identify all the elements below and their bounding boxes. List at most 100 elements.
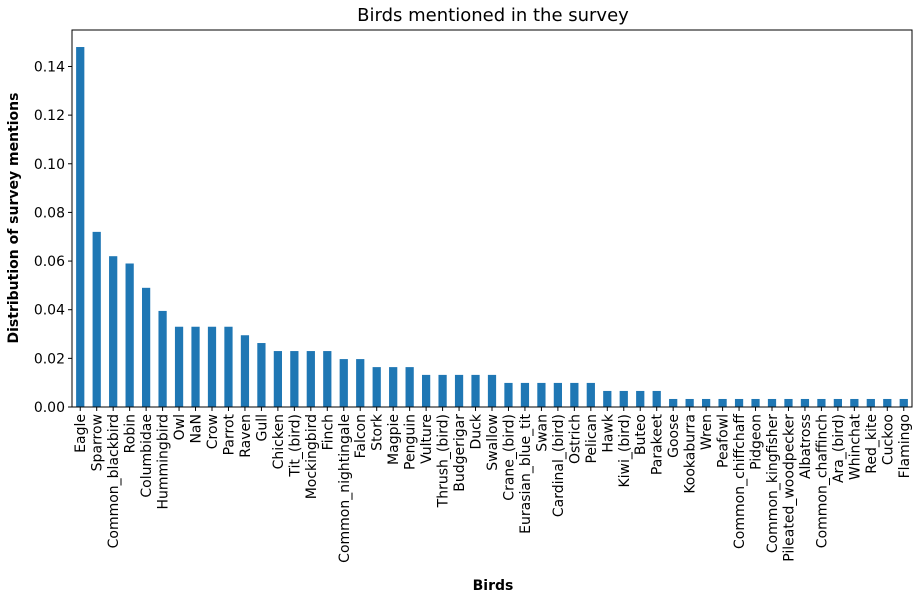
x-tick-label: Gull bbox=[254, 414, 270, 442]
x-tick-label: Ostrich bbox=[567, 414, 583, 464]
bar-Finch bbox=[323, 351, 332, 407]
x-tick-label: Whinchat bbox=[847, 413, 863, 480]
bar-Wren bbox=[702, 398, 711, 407]
bar-Pidgeon bbox=[751, 398, 760, 407]
bar-Swan bbox=[537, 382, 546, 407]
bar-Parakeet bbox=[652, 390, 661, 407]
bar-Eurasian_blue_tit bbox=[520, 382, 530, 407]
y-tick-label: 0.04 bbox=[34, 303, 65, 319]
x-tick-label: Robin bbox=[123, 414, 139, 453]
bar-Common_chaffinch bbox=[817, 398, 826, 407]
x-tick-label: Buteo bbox=[633, 414, 649, 455]
bar-Ostrich bbox=[570, 382, 579, 407]
bar-Hummingbird bbox=[158, 310, 167, 407]
bar-Whinchat bbox=[850, 398, 859, 407]
chart-title: Birds mentioned in the survey bbox=[357, 5, 629, 26]
x-tick-label: Pelican bbox=[584, 414, 600, 464]
bar-Gull bbox=[257, 343, 266, 407]
bar-Peafowl bbox=[718, 398, 727, 407]
bars-group bbox=[76, 47, 908, 407]
x-tick-label: Common_chaffinch bbox=[814, 414, 830, 548]
x-axis-ticks: Eagle Sparrow Common_blackbird Robin Columbi… bbox=[73, 407, 913, 563]
bar-Tit_(bird) bbox=[290, 351, 299, 407]
bar-Swallow bbox=[487, 374, 497, 407]
x-tick-label: Eagle bbox=[73, 414, 89, 453]
x-tick-label: Peafowl bbox=[716, 414, 732, 468]
x-tick-label: Parakeet bbox=[650, 414, 666, 476]
x-tick-label: Red_kite bbox=[864, 414, 880, 474]
x-tick-label: Common_blackbird bbox=[106, 414, 122, 548]
bar-Buteo bbox=[636, 390, 645, 407]
x-tick-label: Hummingbird bbox=[156, 414, 172, 510]
bar-Sparrow bbox=[92, 231, 101, 407]
x-tick-label: Ara_(bird) bbox=[831, 414, 847, 483]
bar-Falcon bbox=[356, 359, 365, 407]
bar-NaN bbox=[191, 326, 200, 407]
bar-Ara_(bird) bbox=[833, 398, 842, 407]
bar-Magpie bbox=[389, 367, 398, 407]
y-tick-label: 0.12 bbox=[34, 108, 65, 124]
y-tick-label: 0.02 bbox=[34, 351, 65, 367]
x-tick-label: Tit_(bird) bbox=[287, 414, 303, 478]
x-tick-label: Finch bbox=[320, 414, 336, 450]
bar-Pileated_woodpecker bbox=[784, 398, 793, 407]
bar-Common_blackbird bbox=[109, 256, 118, 407]
x-tick-label: Albatross bbox=[798, 414, 814, 479]
x-tick-label: Magpie bbox=[386, 414, 402, 465]
bar-Penguin bbox=[405, 367, 414, 407]
x-tick-label: Hawk bbox=[600, 413, 616, 453]
x-tick-label: Sparrow bbox=[90, 414, 106, 471]
y-tick-label: 0.08 bbox=[34, 205, 65, 221]
x-tick-label: Parrot bbox=[221, 413, 237, 455]
x-tick-label: Vulture bbox=[419, 414, 435, 464]
bar-Thrush_(bird) bbox=[438, 374, 447, 407]
bar-Kiwi_(bird) bbox=[619, 390, 628, 407]
bar-Raven bbox=[240, 335, 250, 407]
x-tick-label: Goose bbox=[666, 414, 682, 458]
y-tick-label: 0.06 bbox=[34, 254, 65, 270]
x-tick-label: Kookaburra bbox=[683, 414, 699, 494]
bar-Crane_(bird) bbox=[504, 382, 513, 407]
bar-Hawk bbox=[603, 390, 612, 407]
bar-Flamingo bbox=[899, 398, 908, 407]
x-tick-label: Stork bbox=[370, 413, 386, 451]
x-tick-label: Flamingo bbox=[897, 414, 913, 478]
x-tick-label: Cuckoo bbox=[880, 414, 896, 465]
bar-Common_nightingale bbox=[339, 359, 348, 407]
x-tick-label: Swallow bbox=[485, 414, 501, 471]
bar-Budgerigar bbox=[454, 374, 464, 407]
x-tick-label: Wren bbox=[699, 414, 715, 450]
bar-Red_kite bbox=[866, 398, 875, 407]
x-tick-label: Duck bbox=[469, 413, 485, 449]
y-tick-label: 0.14 bbox=[34, 59, 65, 75]
bar-Common_kingfisher bbox=[767, 398, 777, 407]
x-tick-label: Cardinal_(bird) bbox=[551, 414, 567, 517]
x-tick-label: Pileated_woodpecker bbox=[781, 414, 797, 562]
bar-Mockingbird bbox=[306, 351, 315, 407]
y-axis-label: Distribution of survey mentions bbox=[6, 93, 22, 344]
x-tick-label: Owl bbox=[172, 414, 188, 440]
bar-Cardinal_(bird) bbox=[553, 382, 562, 407]
x-tick-label: Pidgeon bbox=[749, 414, 765, 470]
x-tick-label: Thrush_(bird) bbox=[436, 414, 452, 508]
bar-Crow bbox=[207, 326, 217, 407]
x-tick-label: Common_chiffchaff bbox=[732, 414, 748, 549]
x-tick-label: Budgerigar bbox=[452, 414, 468, 492]
x-tick-label: Chicken bbox=[271, 414, 287, 469]
bar-Duck bbox=[471, 374, 480, 407]
x-tick-label: NaN bbox=[189, 414, 205, 444]
x-tick-label: Penguin bbox=[403, 414, 419, 470]
x-tick-label: Eurasian_blue_tit bbox=[518, 413, 534, 533]
x-tick-label: Kiwi_(bird) bbox=[617, 414, 633, 488]
x-tick-label: Swan bbox=[534, 414, 550, 452]
y-tick-label: 0.10 bbox=[34, 157, 65, 173]
x-tick-label: Columbidae bbox=[139, 414, 155, 498]
x-tick-label: Mockingbird bbox=[304, 414, 320, 499]
x-tick-label: Common_nightingale bbox=[337, 414, 353, 563]
plot-frame bbox=[71, 29, 913, 408]
bar-Eagle bbox=[76, 47, 85, 407]
bar-Kookaburra bbox=[685, 398, 694, 407]
bar-Parrot bbox=[224, 326, 233, 407]
bar-Robin bbox=[125, 263, 134, 407]
